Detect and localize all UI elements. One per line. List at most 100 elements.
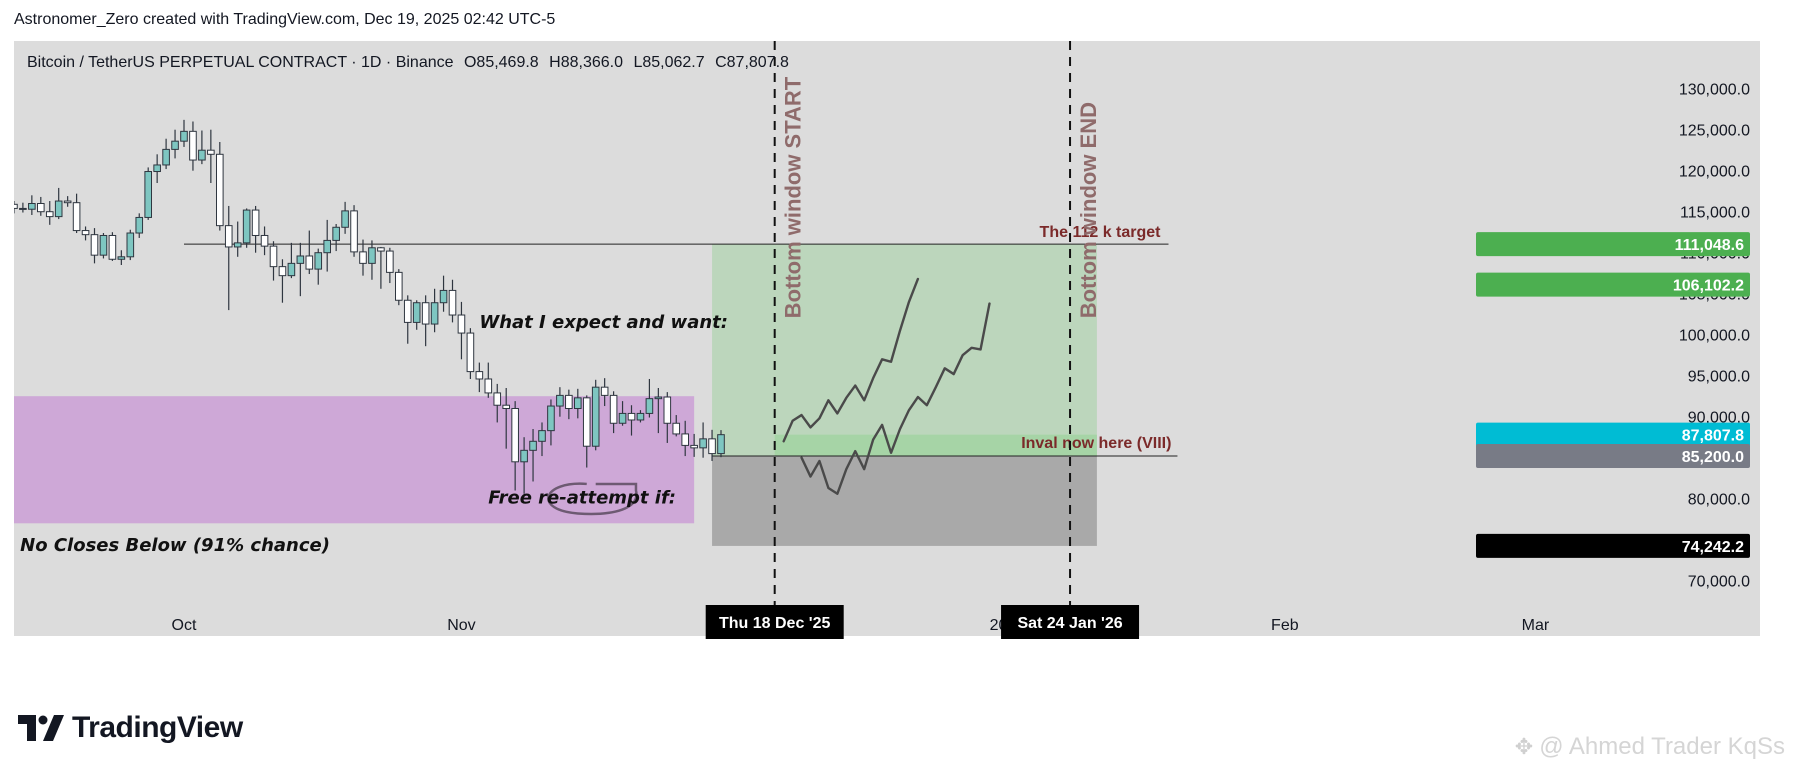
candle-up	[645, 398, 654, 414]
candle-down	[14, 203, 18, 209]
candle-up	[153, 164, 161, 173]
candle-down	[609, 394, 618, 424]
candle-up	[99, 234, 108, 256]
projection-path-expected	[782, 277, 920, 443]
tradingview-wordmark: TradingView	[72, 711, 243, 744]
x-tick-label: Mar	[1522, 617, 1550, 634]
candle-down	[251, 209, 260, 236]
candle-up	[135, 216, 144, 234]
y-tick-label: 80,000.0	[1688, 492, 1750, 509]
window-start-label: Bottom window START	[781, 76, 806, 318]
open-value: O85,469.8	[463, 54, 539, 71]
candle-down	[395, 271, 403, 301]
candle-down	[565, 394, 573, 410]
y-tick-label: 95,000.0	[1688, 369, 1750, 386]
candle-up	[162, 148, 170, 166]
candle-down	[63, 200, 72, 204]
candle-down	[672, 422, 681, 435]
candle-up	[699, 438, 707, 449]
candle-up	[529, 440, 537, 451]
watermark: ✥ @ Ahmed Trader KqSs	[1515, 733, 1785, 761]
inval-line-label: Inval now here (VIII)	[1021, 435, 1171, 452]
candle-up	[28, 203, 36, 210]
candle-up	[332, 226, 340, 241]
candle-down	[457, 314, 466, 334]
candle-up	[412, 302, 421, 323]
candle-down	[359, 251, 367, 264]
candle-down	[493, 392, 502, 406]
candle-down	[448, 289, 457, 316]
y-tick-label: 90,000.0	[1688, 410, 1750, 427]
candle-up	[439, 289, 448, 304]
candle-down	[45, 211, 54, 218]
x-tick-label: Nov	[447, 617, 475, 634]
candle-down	[37, 203, 45, 213]
candle-down	[305, 255, 314, 270]
watermark-text: @ Ahmed Trader KqSs	[1539, 733, 1785, 760]
candle-down	[421, 302, 430, 325]
candle-up	[126, 232, 135, 258]
candle-up	[287, 262, 296, 277]
candle-down	[269, 245, 278, 268]
price-tag-label: 111,048.6	[1675, 237, 1745, 254]
candle-up	[654, 396, 663, 400]
window-start-date-tag	[705, 605, 844, 639]
ohlc-legend: Bitcoin / TetherUS PERPETUAL CONTRACT · …	[27, 54, 795, 72]
candle-down	[627, 412, 636, 421]
candle-up	[368, 247, 376, 264]
symbol-title: Bitcoin / TetherUS PERPETUAL CONTRACT · …	[27, 54, 454, 71]
candle-down	[484, 378, 493, 394]
candle-up	[574, 397, 582, 409]
window-start-date-text: Thu 18 Dec '25	[719, 615, 831, 632]
high-value: H88,366.0	[549, 54, 623, 71]
candle-down	[216, 153, 224, 227]
candle-up	[323, 239, 331, 254]
candle-up	[242, 209, 251, 244]
candle-down	[350, 210, 358, 253]
candle-down	[72, 202, 81, 232]
price-tag-label: 74,242.2	[1682, 539, 1744, 556]
projection-path-reattempt	[800, 302, 991, 495]
candle-down	[278, 266, 287, 277]
candle-down	[207, 149, 215, 155]
price-tag-black	[1476, 533, 1750, 558]
y-tick-label: 100,000.0	[1679, 328, 1750, 345]
candle-up	[341, 210, 349, 228]
y-tick-label: 115,000.0	[1680, 205, 1750, 222]
tradingview-brand[interactable]: TradingView	[18, 711, 243, 745]
x-tick-label: Oct	[172, 617, 197, 634]
window-end-date-text: Sat 24 Jan '26	[1017, 615, 1122, 632]
candle-down	[260, 234, 269, 247]
candle-up	[717, 434, 725, 455]
candle-down	[511, 408, 519, 463]
candle-down	[475, 371, 484, 380]
candle-down	[90, 234, 99, 256]
y-tick-label: 120,000.0	[1679, 164, 1750, 181]
candle-down	[466, 332, 475, 373]
candle-up	[54, 200, 63, 218]
candle-up	[556, 394, 564, 407]
candle-down	[386, 250, 394, 273]
candle-up	[171, 140, 179, 150]
candle-down	[681, 433, 690, 446]
candle-down	[189, 130, 197, 161]
candle-up	[636, 412, 645, 421]
candle-down	[377, 247, 385, 252]
x-tick-label: Feb	[1271, 617, 1299, 634]
candle-up	[233, 242, 242, 248]
candle-down	[81, 230, 90, 236]
watermark-icon: ✥	[1514, 734, 1534, 759]
candle-up	[296, 255, 305, 264]
attribution-header: Astronomer_Zero created with TradingView…	[14, 11, 556, 28]
price-tag-green	[1476, 232, 1750, 257]
chart-area[interactable]: The 112 k target Inval now here (VIII) Bot…	[14, 41, 1760, 682]
tradingview-logo-icon	[18, 715, 64, 741]
candle-up	[180, 130, 188, 142]
candle-up	[618, 412, 627, 424]
candle-down	[690, 444, 698, 449]
window-end-label: Bottom window END	[1076, 102, 1101, 318]
expect-annotation: What I expect and want:	[479, 312, 728, 333]
green-target-zone	[712, 244, 1097, 457]
candle-up	[117, 256, 126, 260]
